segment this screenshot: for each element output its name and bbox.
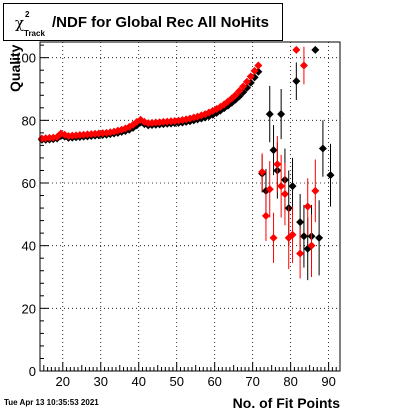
data-point (296, 218, 305, 227)
data-point (242, 77, 251, 86)
data-points (37, 45, 335, 281)
x-axis-label: No. of Fit Points (233, 395, 341, 411)
data-point (235, 86, 244, 95)
data-point (280, 189, 289, 198)
data-point (117, 125, 126, 134)
x-tick-label: 20 (56, 374, 70, 389)
y-tick-label: 60 (22, 176, 36, 191)
y-tick-label: 40 (22, 239, 36, 254)
axis-ticks: 20 30 40 50 60 70 80 90 0 20 40 60 80 100 (14, 44, 341, 389)
x-tick-label: 80 (283, 374, 297, 389)
data-point (273, 160, 282, 169)
y-axis-label: Quality (7, 44, 23, 92)
data-point (261, 211, 270, 220)
data-point (269, 146, 278, 155)
data-point (311, 45, 320, 54)
series-0 (37, 45, 335, 281)
series-1 (37, 45, 320, 279)
data-point (299, 232, 308, 241)
data-point (326, 171, 335, 180)
data-point (246, 72, 255, 81)
data-point (288, 182, 297, 191)
chi-superscript: 2 (25, 10, 30, 19)
x-tick-label: 70 (245, 374, 259, 389)
data-point (110, 127, 119, 136)
data-point (311, 186, 320, 195)
grid-lines (40, 42, 340, 371)
data-point (239, 82, 248, 91)
data-point (315, 233, 324, 242)
plot-frame (39, 41, 341, 372)
chart-title-box: χ 2 Track /NDF for Global Rec All NoHits (3, 3, 283, 41)
timestamp: Tue Apr 13 10:35:53 2021 (4, 398, 99, 407)
x-tick-label: 50 (169, 374, 183, 389)
data-point (299, 61, 308, 70)
data-point (277, 182, 286, 191)
chart-title: /NDF for Global Rec All NoHits (52, 14, 269, 31)
data-point (269, 233, 278, 242)
x-tick-label: 60 (207, 374, 221, 389)
chi-subscript: Track (24, 29, 45, 38)
data-point (307, 241, 316, 250)
data-point (292, 45, 301, 54)
x-tick-label: 90 (321, 374, 335, 389)
y-tick-label: 100 (14, 51, 36, 66)
data-point (265, 185, 274, 194)
data-point (254, 61, 263, 70)
data-point (296, 249, 305, 258)
data-point (277, 110, 286, 119)
y-tick-label: 20 (22, 301, 36, 316)
x-tick-label: 40 (131, 374, 145, 389)
data-point (288, 230, 297, 239)
data-point (265, 110, 274, 119)
x-tick-label: 30 (94, 374, 108, 389)
y-tick-label: 0 (29, 364, 36, 379)
data-point (292, 77, 301, 86)
data-point (303, 202, 312, 211)
chi-symbol: χ (15, 14, 25, 32)
y-tick-label: 80 (22, 113, 36, 128)
data-point (318, 144, 327, 153)
data-point (56, 129, 65, 138)
data-point (258, 168, 267, 177)
data-point (250, 66, 259, 75)
